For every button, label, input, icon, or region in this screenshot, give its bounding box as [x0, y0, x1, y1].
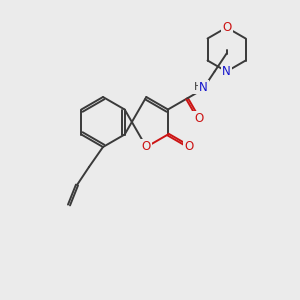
- Text: O: O: [184, 140, 194, 153]
- Text: O: O: [142, 140, 151, 154]
- Text: H: H: [194, 82, 202, 92]
- Text: O: O: [194, 112, 203, 125]
- Text: O: O: [222, 21, 231, 34]
- Text: N: N: [199, 81, 208, 94]
- Text: N: N: [222, 65, 231, 78]
